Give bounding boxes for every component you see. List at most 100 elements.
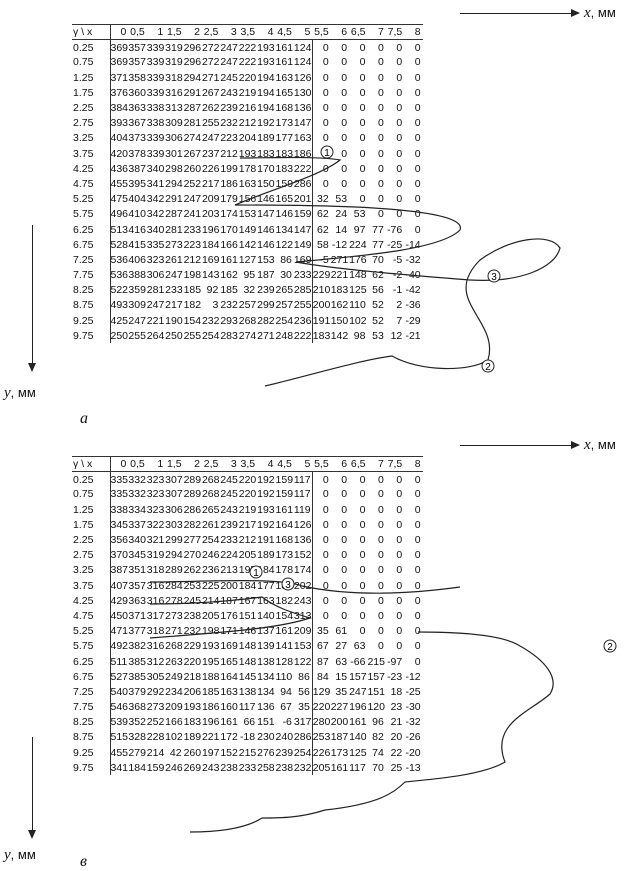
table-cell: 425 [110, 314, 129, 327]
table-cell: 194 [257, 71, 275, 84]
table-cell: 233 [165, 284, 183, 297]
table-cell: 339 [146, 86, 165, 99]
table-cell: 253 [312, 731, 331, 744]
table-cell: 58 [317, 238, 329, 251]
table-cell: -30 [405, 701, 421, 714]
table-cell: 0 [378, 625, 384, 638]
corner-cell: γ \ x [72, 455, 111, 473]
table-cell: 371 [110, 71, 129, 84]
table-cell: -32 [405, 253, 421, 266]
table-cell: 496 [110, 208, 129, 221]
row-header: 7.25 [72, 252, 111, 268]
table-cell: 182 [183, 299, 202, 312]
table-cell: 319 [146, 549, 165, 562]
table-cell: 371 [128, 609, 146, 622]
table-cell: 252 [146, 716, 165, 729]
table-cell: 294 [183, 71, 202, 84]
table-cell: 0 [322, 56, 329, 69]
column-header: 5 [293, 23, 313, 41]
table-cell: 205 [238, 549, 257, 562]
table-cell: 0 [341, 534, 348, 547]
table-cell: 265 [201, 503, 220, 516]
table-cell: 335 [146, 238, 165, 251]
table-cell: 0 [341, 86, 348, 99]
table-cell: 316 [165, 86, 183, 99]
table-cell: 539 [110, 716, 129, 729]
table-cell: 189 [257, 132, 275, 145]
table-cell: 102 [349, 314, 367, 327]
table-cell: 214 [201, 594, 220, 607]
table-cell: 293 [220, 314, 238, 327]
table-cell: 206 [183, 685, 202, 698]
table-cell: 307 [165, 488, 183, 501]
table-cell: 339 [146, 147, 165, 160]
table-cell: 0 [359, 86, 366, 99]
table-cell: -6 [282, 716, 292, 729]
table-cell: -97 [387, 655, 403, 668]
table-cell: 289 [165, 564, 183, 577]
table-cell: 183 [275, 579, 294, 592]
table-cell: 178 [238, 162, 257, 175]
table-cell: 322 [146, 518, 165, 531]
table-cell: 0 [378, 564, 384, 577]
table-cell: 197 [201, 746, 220, 759]
table-cell: 286 [293, 729, 313, 746]
table-cell: 273 [165, 238, 183, 251]
table-cell: 21 [390, 716, 403, 729]
table-cell: 0 [414, 503, 421, 516]
table-cell: 192 [257, 117, 275, 130]
table-cell: 147 [257, 208, 275, 221]
row-header: 9.75 [72, 760, 111, 776]
table-row: 2.75 370 345 319 294 270 246 224 205 189 173 152 0 0 0… [72, 547, 423, 563]
table-cell: 232 [220, 117, 238, 130]
table-cell: 151 [257, 716, 275, 729]
table-cell: 249 [165, 670, 183, 683]
table-cell: 176 [349, 253, 367, 266]
table-cell: 146 [257, 223, 275, 236]
table-cell: 196 [201, 223, 220, 236]
table-cell: 261 [201, 518, 220, 531]
table-cell: 193 [183, 701, 202, 714]
column-header: 1 [146, 23, 166, 41]
table-cell: 194 [257, 86, 275, 99]
table-cell: 332 [128, 473, 146, 486]
table-cell: 0 [341, 564, 348, 577]
table-cell: 313 [293, 608, 313, 624]
table-cell: 222 [293, 161, 313, 177]
table-cell: 339 [146, 71, 165, 84]
table-cell: 183 [330, 284, 349, 297]
table-cell: 0 [359, 534, 366, 547]
table-cell: -25 [405, 685, 421, 698]
table-cell: -23 [387, 670, 403, 683]
table-cell: 335 [110, 473, 129, 486]
table-cell: 342 [146, 208, 165, 221]
row-header: 6.75 [72, 237, 111, 253]
table-cell: 192 [257, 488, 275, 501]
table-cell: 77 [372, 223, 384, 236]
table-row: 8.25 539 352 252 166 183 196 161 66 151 -6 317 280 20… [72, 714, 423, 730]
table-row: 9.25 425 247 221 190 154 232 293 268 282 254 236 191… [72, 313, 423, 329]
table-cell: 274 [238, 329, 257, 342]
x-axis-arrow: x, мм [460, 436, 630, 456]
table-cell: 0 [414, 71, 421, 84]
table-cell: 145 [238, 670, 257, 683]
table-cell: 159 [293, 206, 313, 222]
table-row: 5.75 492 382 316 268 229 193 169 148 139 141 153 67 2… [72, 638, 423, 654]
table-cell: 286 [293, 176, 313, 192]
table-cell: 221 [146, 314, 165, 327]
table-cell: 193 [257, 41, 275, 54]
table-cell: 23 [390, 701, 403, 714]
table-cell: 153 [257, 253, 275, 266]
table-cell: 238 [220, 761, 238, 774]
table-cell: 234 [165, 685, 183, 698]
table-cell: 202 [293, 578, 313, 594]
table-cell: 63 [335, 655, 348, 668]
table-cell: 337 [128, 518, 146, 531]
table-cell: 0 [396, 518, 403, 531]
table-cell: 292 [146, 685, 165, 698]
table-cell: 363 [128, 102, 146, 115]
table-cell: 215 [367, 655, 385, 668]
row-header: 6.75 [72, 669, 111, 685]
table-cell: 385 [128, 655, 146, 668]
table-cell: 32 [317, 193, 329, 206]
